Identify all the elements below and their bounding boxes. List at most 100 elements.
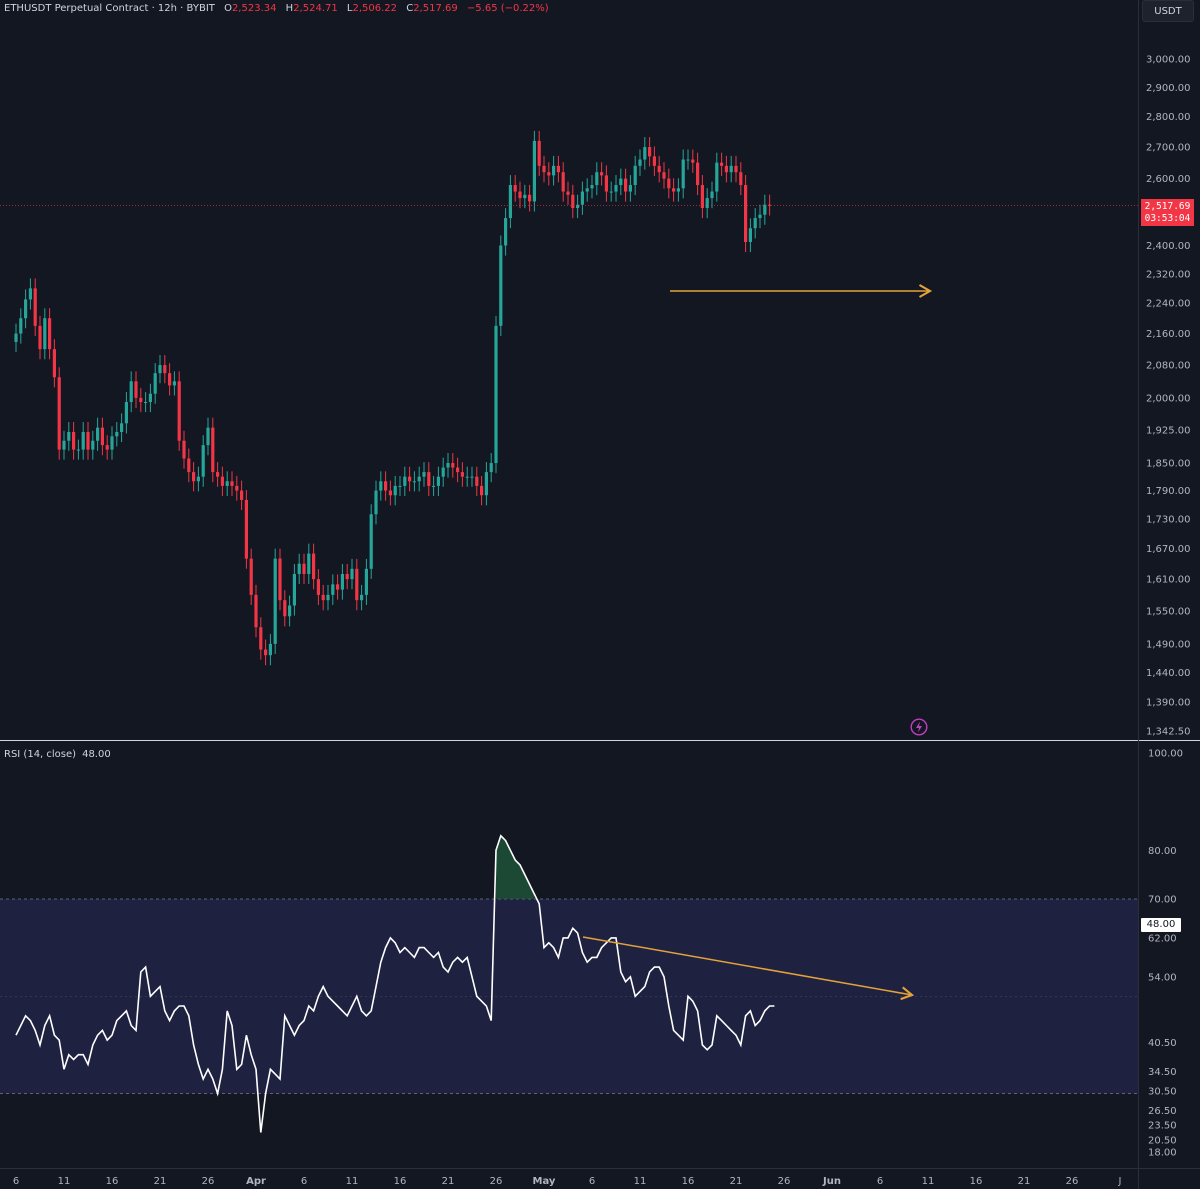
candle-body [144,402,148,404]
time-axis-tick: 26 [1066,1176,1079,1187]
candle-body [456,467,460,473]
candle-body [268,643,272,656]
candle-body [331,584,335,595]
candle-body [600,172,604,176]
candle-body [489,463,493,473]
candle-body [340,573,344,590]
candle-body [739,172,743,186]
candle-body [748,228,752,243]
price-axis-tick: 2,600.00 [1146,174,1191,185]
candle-body [172,381,176,386]
candle-body [124,402,128,424]
candle-body [254,594,258,628]
candle-body [384,481,388,491]
candle-body [566,191,570,195]
candle-body [710,191,714,199]
rsi-axis-tick: 30.50 [1148,1087,1177,1098]
price-axis-tick: 2,700.00 [1146,143,1191,154]
candle-body [432,485,436,487]
candle-body [542,165,546,173]
candle-body [28,288,32,300]
candle-body [585,188,589,192]
candle-body [24,299,28,319]
candle-body [91,440,95,450]
candle-body [652,156,656,166]
candle-body [360,594,364,601]
candle-body [436,476,440,486]
price-axis-tick: 1,342.50 [1146,727,1191,738]
currency-button[interactable]: USDT [1142,0,1194,22]
candle-body [225,481,229,486]
candle-body [100,427,104,446]
candle-body [720,162,724,166]
rsi-axis-tick: 54.00 [1148,972,1177,983]
candle-body [758,214,762,219]
candle-body [48,318,52,350]
price-axis-tick: 3,000.00 [1146,55,1191,66]
price-change: −5.65 (−0.22%) [466,3,549,14]
candle-body [86,431,90,450]
rsi-header[interactable]: RSI (14, close) 48.00 [4,749,111,760]
ohlc-low-value: 2,506.22 [352,3,398,14]
candle-body [427,472,431,486]
candle-body [614,185,618,192]
candle-body [192,472,196,482]
candle-body [744,185,748,243]
time-axis-tick: 11 [58,1176,71,1187]
rsi-overbought-fill [496,835,535,899]
candle-body [417,476,421,482]
candle-body [446,463,450,468]
rsi-value: 48.00 [82,749,111,760]
price-axis-tick: 1,790.00 [1146,486,1191,497]
price-axis-tick: 2,800.00 [1146,112,1191,123]
candle-body [561,172,565,192]
candle-body [187,458,191,473]
price-axis-tick: 2,080.00 [1146,361,1191,372]
time-axis-tick: May [533,1176,556,1187]
candle-body [528,194,532,202]
ohlc-close-value: 2,517.69 [413,3,458,14]
candle-body [643,147,647,160]
candle-body [475,476,479,486]
lightning-bolt-icon[interactable] [910,718,928,736]
candle-body [504,218,508,246]
candle-body [648,147,652,157]
price-axis-tick: 2,000.00 [1146,393,1191,404]
ohlc-high-value: 2,524.71 [293,3,338,14]
candle-body [19,318,23,334]
candle-body [115,431,119,437]
candle-body [283,600,287,617]
price-axis-tick: 1,610.00 [1146,575,1191,586]
price-axis-tick: 2,400.00 [1146,241,1191,252]
candle-body [288,605,292,617]
candle-body [76,449,80,451]
price-axis-tick: 2,160.00 [1146,329,1191,340]
time-axis-tick: 16 [970,1176,983,1187]
candle-body [307,553,311,574]
rsi-title: RSI (14, close) [4,749,77,760]
time-axis-tick: 21 [442,1176,455,1187]
candle-body [705,198,709,209]
candle-body [532,140,536,202]
candle-body [633,165,637,186]
time-axis-tick: 11 [922,1176,935,1187]
candle-body [388,490,392,496]
candle-body [609,191,613,193]
candle-body [412,481,416,483]
ohlc-high-label: H [285,3,294,14]
candle-body [148,393,152,403]
time-axis-tick: J [1118,1176,1122,1187]
candle-body [422,472,426,477]
time-axis-tick: 21 [154,1176,167,1187]
ohlc-open-value: 2,523.34 [231,3,277,14]
candle-body [696,162,700,186]
symbol-title: ETHUSDT Perpetual Contract · 12h · BYBIT [4,3,215,14]
price-axis-tick: 1,490.00 [1146,639,1191,650]
rsi-axis-tick: 40.50 [1148,1038,1177,1049]
candle-body [81,431,85,450]
candle-body [355,568,359,601]
candle-body [196,476,200,482]
candle-body [235,485,239,491]
candle-body [259,627,263,650]
price-axis-tick: 1,440.00 [1146,668,1191,679]
